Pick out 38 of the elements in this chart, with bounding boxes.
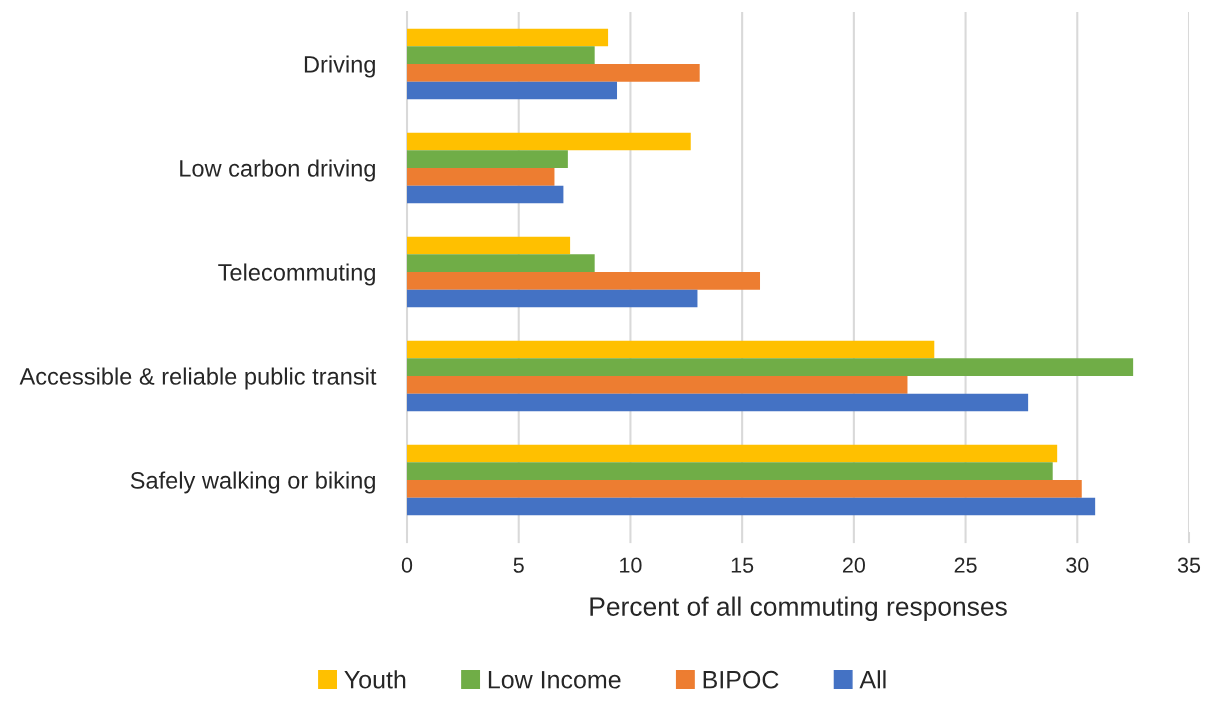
bar: [407, 28, 609, 47]
legend-label: Youth: [344, 670, 406, 689]
bar: [407, 444, 1058, 463]
bar: [407, 81, 618, 100]
x-tick-label: 15: [731, 557, 754, 573]
bar: [407, 150, 568, 168]
bar: [407, 480, 1082, 498]
x-tick-label: 30: [1066, 557, 1089, 573]
x-tick-label: 35: [1177, 557, 1201, 573]
bar: [407, 168, 555, 186]
bar: [407, 358, 1134, 376]
bar: [407, 340, 935, 359]
bar: [407, 254, 595, 272]
bar: [407, 236, 571, 255]
x-tick-label: 0: [401, 557, 413, 573]
y-tick-label: Safely walking or biking: [130, 471, 375, 494]
legend-label: BIPOC: [703, 670, 779, 689]
x-tick-label: 25: [954, 557, 977, 573]
bar: [407, 46, 595, 64]
y-tick-label: Accessible & reliable public transit: [19, 367, 377, 390]
bar: [407, 132, 691, 151]
bar: [407, 272, 761, 290]
bar: [407, 393, 1029, 412]
x-tick-label: 10: [620, 557, 642, 573]
legend-label: Low Income: [488, 671, 621, 689]
y-tick-label: Driving: [304, 55, 375, 78]
y-tick-label: Low carbon driving: [180, 159, 375, 182]
bar: [407, 185, 564, 204]
bar: [407, 462, 1053, 480]
x-tick-label: 20: [842, 557, 865, 573]
bar: [407, 376, 908, 394]
bar: [407, 64, 700, 82]
x-tick-label: 5: [513, 557, 524, 573]
x-axis-title: Percent of all commuting responses: [590, 596, 1007, 622]
legend-label: All: [859, 670, 886, 689]
y-tick-label: Telecommuting: [218, 263, 375, 286]
bar: [407, 289, 698, 308]
bar: [407, 497, 1096, 516]
